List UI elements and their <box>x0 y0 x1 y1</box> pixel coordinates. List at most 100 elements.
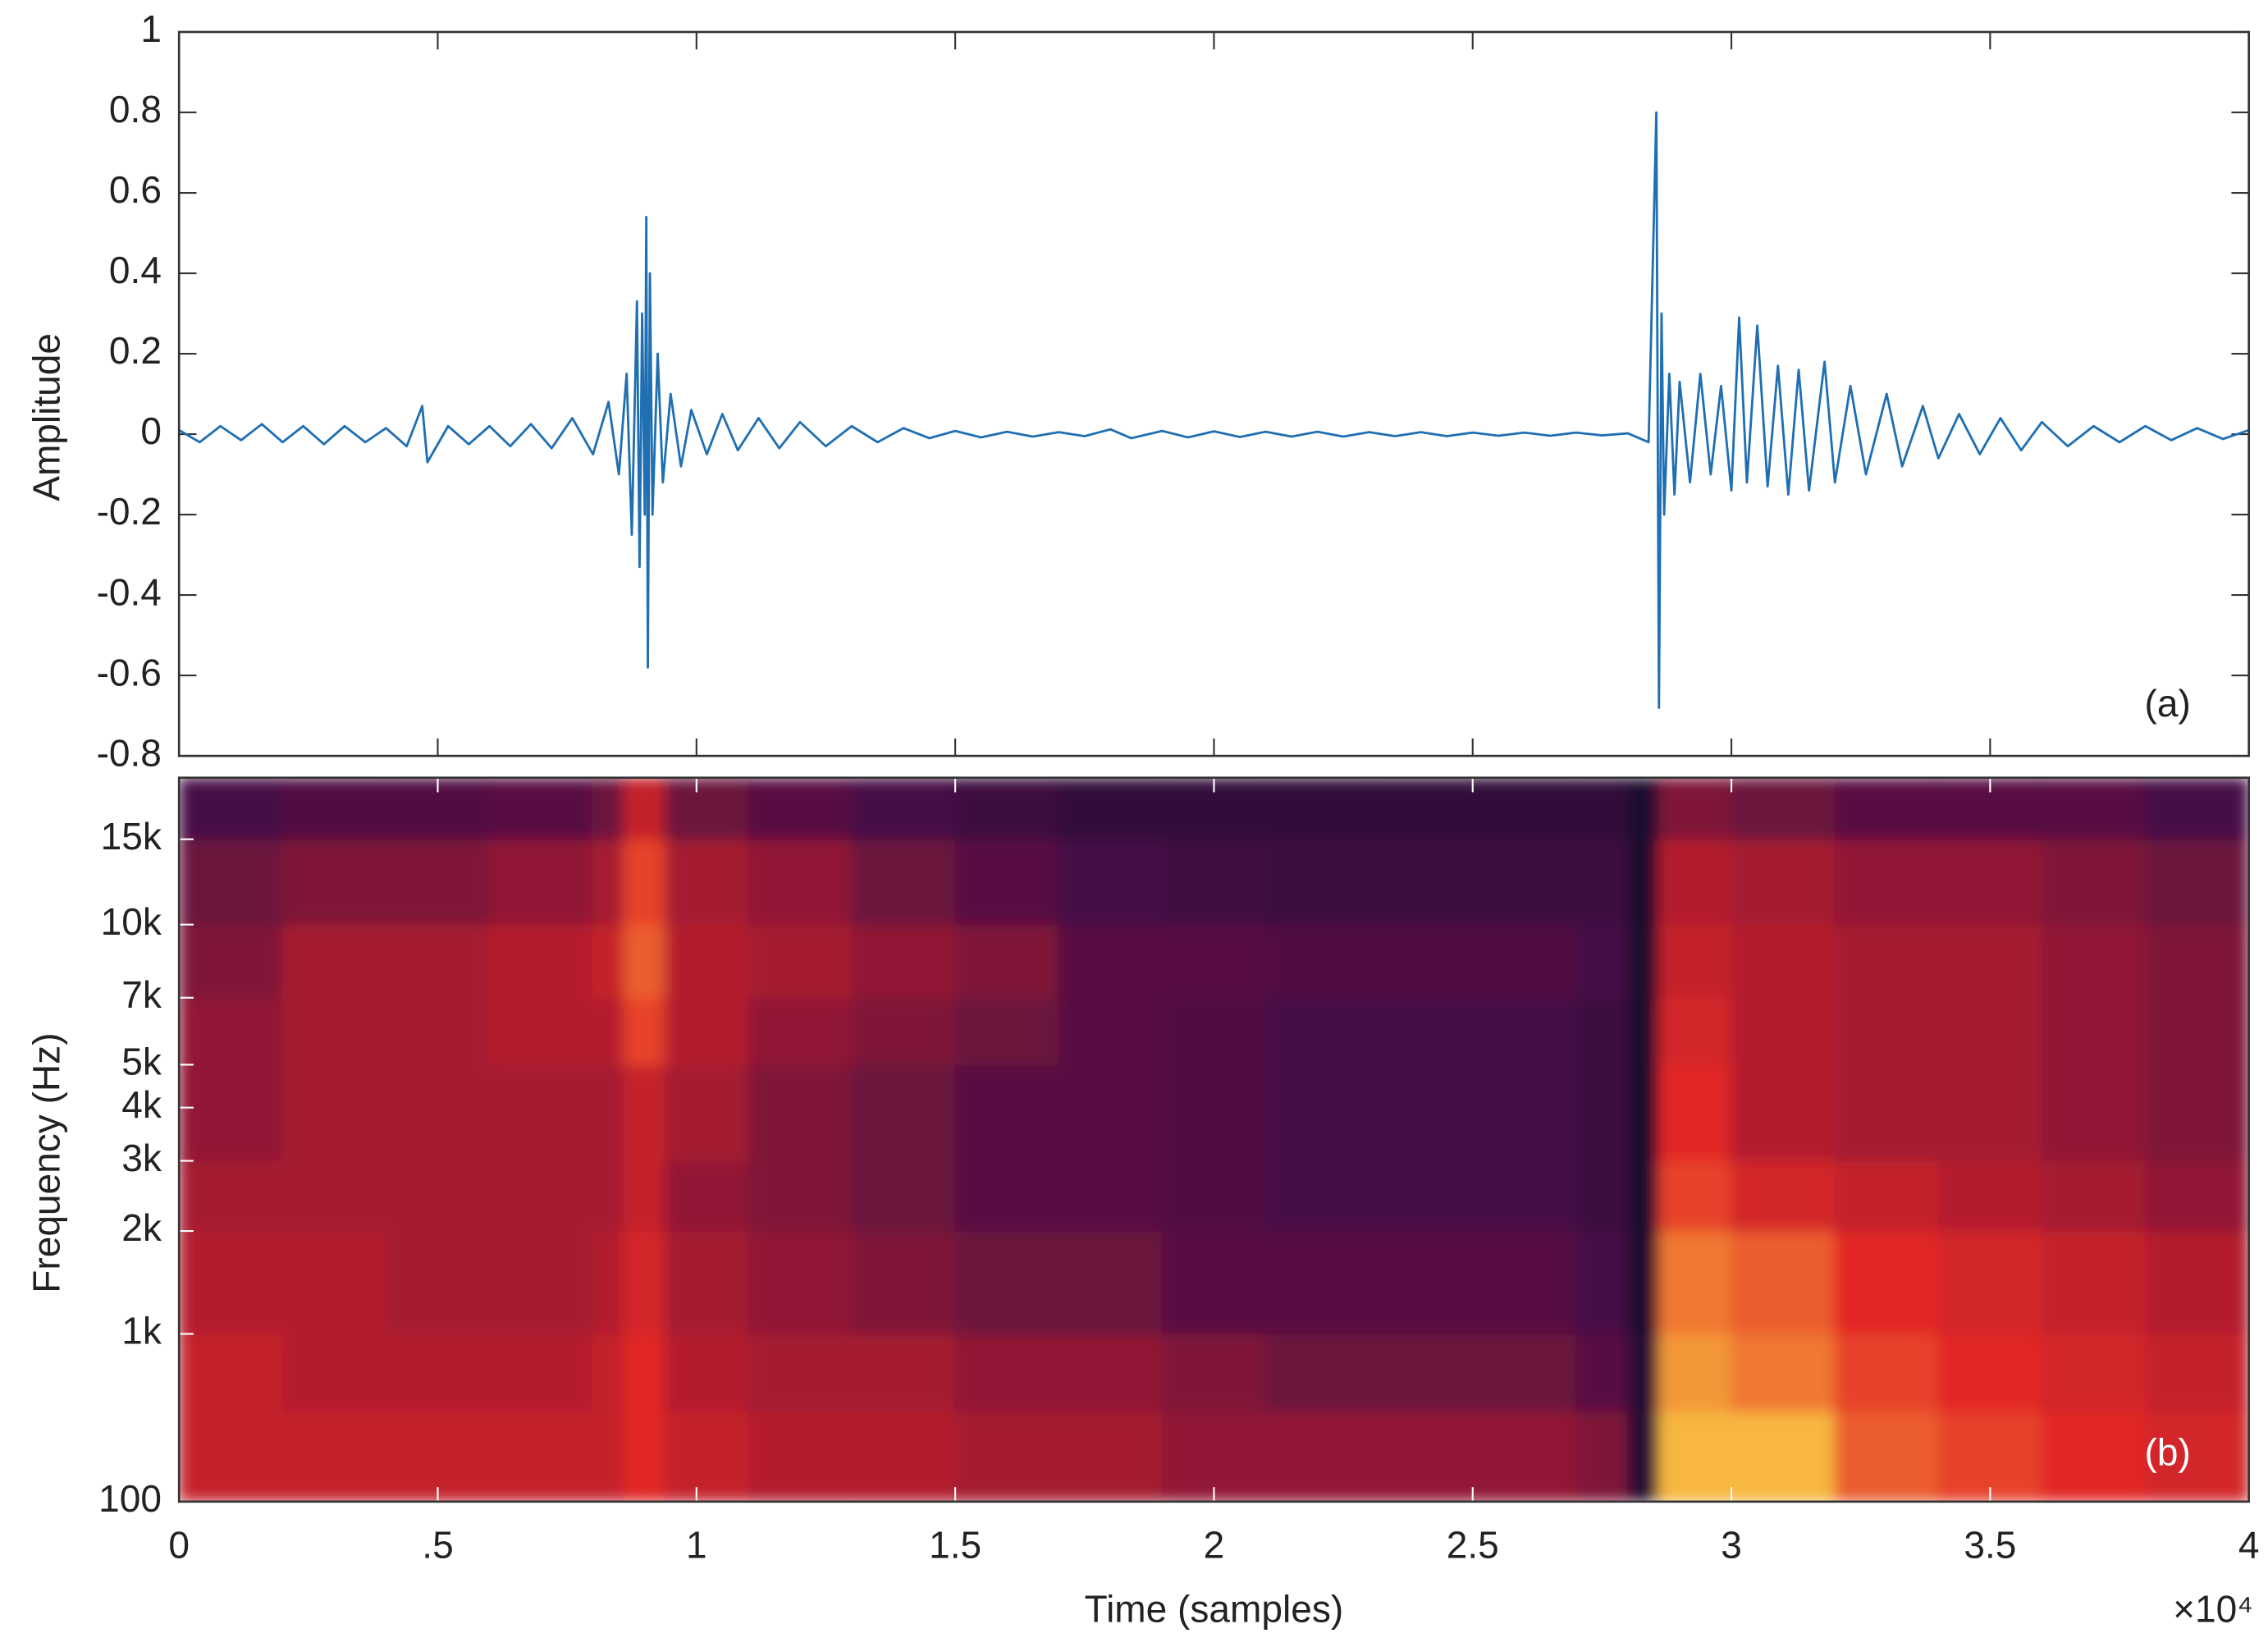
spectrogram-cell <box>1834 1333 1940 1412</box>
spectrogram-cell <box>665 777 749 840</box>
spectrogram-cell <box>954 1064 1060 1162</box>
spectrogram-cell <box>1161 1064 1267 1162</box>
spectrogram-cell <box>1471 1064 1577 1162</box>
spectrogram-cell <box>488 923 594 999</box>
spectrogram-cell <box>1834 1064 1940 1162</box>
spectrogram-cell <box>2144 1230 2249 1335</box>
spectrogram-cell <box>2041 1333 2147 1412</box>
spectrogram-cell <box>1161 1230 1267 1335</box>
spectrogram-cell <box>1058 923 1164 999</box>
spectrogram-cell <box>1058 777 1164 840</box>
spectrogram-cell <box>954 777 1060 840</box>
spectrogram-cell <box>1368 1230 1474 1335</box>
spectrogram-cell <box>954 1160 1060 1232</box>
spectrogram-cell <box>488 996 594 1066</box>
spectrogram-cell <box>385 923 491 999</box>
x-axis-label: Time (samples) <box>1085 1588 1344 1631</box>
spectrogram-cell <box>281 777 387 840</box>
spectrogram-cell <box>1471 1230 1577 1335</box>
spectrogram-cell <box>1058 1160 1164 1232</box>
spectrogram-cell <box>1627 1333 1660 1412</box>
spectrogram-cell <box>665 923 749 999</box>
y-tick-label: -0.8 <box>97 731 162 774</box>
spectrogram-cell <box>747 923 853 999</box>
spectrogram-cell <box>385 1160 491 1232</box>
spectrogram-cell <box>385 1411 491 1502</box>
spectrogram-cell <box>1627 838 1660 926</box>
spectrogram-cell <box>1161 996 1267 1066</box>
spectrogram-cell <box>1471 1411 1577 1502</box>
spectrogram-cell <box>1161 838 1267 926</box>
spectrogram-cell <box>1658 923 1732 999</box>
spectrogram-cell <box>1471 1333 1577 1412</box>
spectrogram-cell <box>592 1333 625 1412</box>
spectrogram-cell <box>851 923 957 999</box>
spectrogram-cell <box>1937 838 2043 926</box>
spectrogram-cell <box>1058 1411 1164 1502</box>
spectrogram-cell <box>1575 923 1629 999</box>
spectrogram-cell <box>1658 1333 1732 1412</box>
spectrogram-cell <box>592 1411 625 1502</box>
spectrogram-cell <box>1627 996 1660 1066</box>
x-tick-label: 1.5 <box>929 1524 981 1567</box>
spectrogram-cell <box>665 1160 749 1232</box>
spectrogram-cell <box>1264 1333 1370 1412</box>
y-tick-label: -0.4 <box>97 570 162 613</box>
spectrogram-cell <box>2144 996 2249 1066</box>
panel-label: (a) <box>2145 682 2191 725</box>
spectrogram-cell <box>1627 1230 1660 1335</box>
spectrogram-cell <box>1368 1160 1474 1232</box>
spectrogram-cell <box>623 1064 666 1162</box>
spectrogram-cell <box>1658 838 1732 926</box>
spectrogram-cell <box>851 838 957 926</box>
x-tick-label: 4 <box>2238 1524 2260 1567</box>
spectrogram-cell <box>385 1064 491 1162</box>
spectrogram-cell <box>623 777 666 840</box>
spectrogram-cell <box>851 1333 957 1412</box>
spectrogram-cell <box>488 1064 594 1162</box>
spectrogram-cell <box>747 1411 853 1502</box>
spectrogram-cell <box>851 1230 957 1335</box>
spectrogram-cell <box>665 838 749 926</box>
spectrogram <box>179 777 2249 1502</box>
spectrogram-cell <box>2041 1230 2147 1335</box>
y-tick-label: 15k <box>101 815 162 858</box>
spectrogram-cell <box>623 1230 666 1335</box>
spectrogram-cell <box>1658 1411 1732 1502</box>
y-tick-label: 100 <box>98 1477 162 1520</box>
spectrogram-cell <box>385 996 491 1066</box>
spectrogram-cell <box>1834 838 1940 926</box>
spectrogram-cell <box>1471 923 1577 999</box>
spectrogram-cell <box>1058 1333 1164 1412</box>
spectrogram-cell <box>1627 923 1660 999</box>
spectrogram-cell <box>1368 923 1474 999</box>
y-tick-label: 3k <box>121 1137 162 1179</box>
spectrogram-cell <box>665 1411 749 1502</box>
spectrogram-cell <box>1731 1411 1836 1502</box>
spectrogram-cell <box>1731 1230 1836 1335</box>
spectrogram-cell <box>954 1411 1060 1502</box>
spectrogram-cell <box>179 1230 284 1335</box>
y-tick-label: 0.2 <box>109 329 162 372</box>
spectrogram-cell <box>2144 1333 2249 1412</box>
spectrogram-cell <box>1658 777 1732 840</box>
spectrogram-cell <box>1658 996 1732 1066</box>
x-tick-label: 2.5 <box>1447 1524 1499 1567</box>
spectrogram-cell <box>851 1160 957 1232</box>
spectrogram-cell <box>1731 1333 1836 1412</box>
spectrogram-cell <box>1471 777 1577 840</box>
spectrogram-cell <box>1937 1230 2043 1335</box>
spectrogram-cell <box>1627 1411 1660 1502</box>
spectrogram-cell <box>2041 838 2147 926</box>
spectrogram-cell <box>851 1064 957 1162</box>
y-tick-label: -0.2 <box>97 490 162 533</box>
spectrogram-cell <box>179 1160 284 1232</box>
spectrogram-cell <box>851 996 957 1066</box>
spectrogram-cell <box>1658 1064 1732 1162</box>
spectrogram-cells <box>179 777 2249 1502</box>
spectrogram-cell <box>1937 1064 2043 1162</box>
spectrogram-cell <box>1471 996 1577 1066</box>
spectrogram-cell <box>1575 1411 1629 1502</box>
spectrogram-cell <box>1731 923 1836 999</box>
